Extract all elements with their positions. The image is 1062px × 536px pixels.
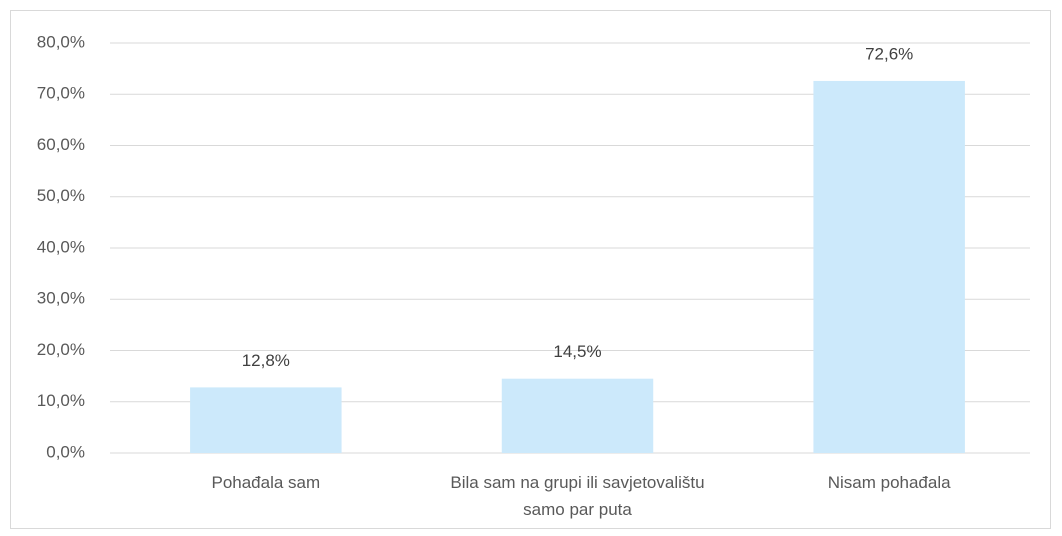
y-tick-label: 50,0% (37, 186, 85, 205)
y-tick-label: 10,0% (37, 391, 85, 410)
data-label: 72,6% (865, 44, 913, 63)
data-label: 14,5% (553, 342, 601, 361)
chart-border (10, 10, 1051, 529)
y-tick-label: 40,0% (37, 237, 85, 256)
bar (501, 378, 654, 453)
y-tick-label: 30,0% (37, 289, 85, 308)
x-tick-label: Pohađala sam (211, 473, 321, 492)
y-tick-label: 60,0% (37, 135, 85, 154)
x-tick-label: Bila sam na grupi ili savjetovalištu sam… (450, 473, 705, 519)
bar (190, 387, 342, 453)
y-tick-label: 0,0% (46, 442, 85, 461)
y-tick-label: 20,0% (37, 340, 85, 359)
x-tick-label: Nisam pohađala (827, 473, 951, 492)
data-label: 12,8% (242, 351, 290, 370)
bar (813, 80, 965, 454)
y-tick-label: 70,0% (37, 84, 85, 103)
y-tick-label: 80,0% (37, 32, 85, 51)
